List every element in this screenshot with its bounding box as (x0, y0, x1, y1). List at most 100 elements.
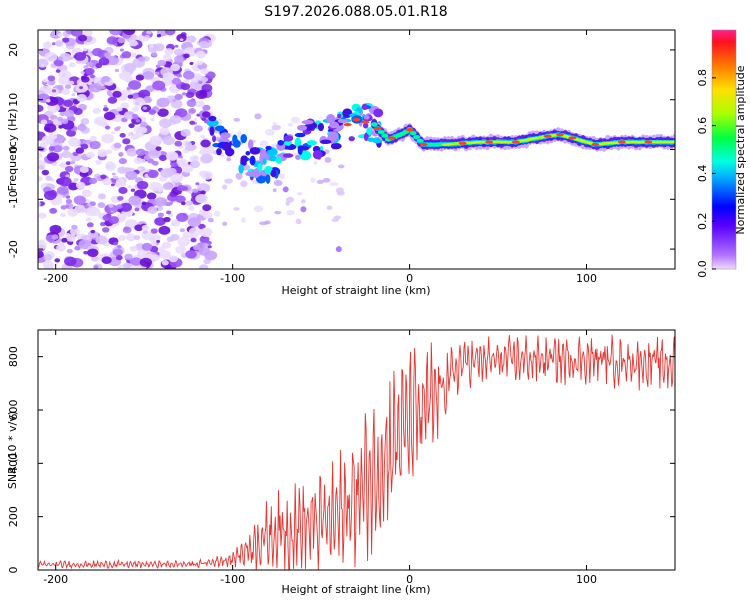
signal-blob (284, 140, 293, 146)
noise-blob (335, 246, 342, 253)
noise-blob (79, 86, 84, 90)
noise-blob (89, 74, 96, 79)
signal-blob (283, 135, 294, 142)
noise-blob (97, 193, 107, 200)
noise-blob (105, 125, 111, 130)
noise-blob (195, 90, 208, 100)
signal-blob (330, 142, 342, 150)
noise-blob (38, 165, 45, 170)
signal-blob (206, 119, 219, 127)
noise-blob (48, 146, 56, 151)
noise-blob (43, 254, 53, 261)
signal-blob (282, 153, 294, 158)
noise-blob (60, 205, 67, 210)
snr-series-line (38, 334, 675, 570)
ridge-core (370, 122, 378, 127)
noise-blob (180, 82, 191, 91)
ridge-core (413, 135, 421, 139)
snr-axes: -200 -100 0 100 0 200 400 600 800 (7, 330, 675, 586)
snr-ytick-label: 600 (7, 400, 20, 421)
ridge-core (416, 138, 424, 143)
noise-blob (114, 68, 120, 73)
noise-blob (45, 175, 53, 181)
noise-blob (87, 230, 99, 239)
noise-blob (174, 93, 183, 101)
noise-blob (199, 235, 210, 244)
noise-blob (148, 148, 162, 159)
noise-blob (56, 84, 64, 90)
noise-blob (141, 224, 150, 231)
signal-blob (295, 154, 301, 160)
noise-blob (83, 65, 89, 69)
noise-blob (131, 52, 138, 58)
noise-blob (196, 60, 203, 66)
noise-blob (136, 180, 149, 190)
noise-blob (181, 201, 186, 206)
noise-blob (126, 86, 132, 91)
noise-blob (176, 73, 183, 78)
signal-blob (268, 155, 278, 162)
noise-blob (176, 184, 186, 192)
noise-blob (38, 250, 44, 259)
signal-blob (373, 108, 384, 118)
signal-blob (363, 132, 369, 142)
signal-blob (277, 139, 284, 146)
noise-blob (272, 121, 277, 125)
spectrogram-xtick-label: 0 (406, 272, 413, 285)
noise-blob (174, 178, 180, 183)
noise-blob (67, 208, 78, 217)
noise-blob (101, 75, 111, 83)
noise-blob (200, 153, 214, 164)
noise-blob (68, 62, 76, 68)
signal-blob (270, 169, 277, 178)
ridge-core (381, 133, 389, 138)
noise-blob (63, 99, 74, 107)
signal-blob (249, 147, 261, 155)
noise-blob (235, 172, 243, 180)
noise-blob (38, 176, 43, 182)
chart-title: S197.2026.088.05.01.R18 (264, 4, 447, 20)
noise-blob (165, 151, 179, 161)
noise-blob (137, 167, 142, 171)
noise-blob (53, 58, 64, 67)
noise-blob (126, 148, 138, 157)
noise-blob (74, 245, 81, 251)
noise-blob (324, 156, 332, 163)
noise-blob (73, 108, 83, 116)
signal-blob (327, 131, 339, 141)
noise-blob (161, 260, 169, 266)
ridge-max (352, 118, 361, 122)
noise-blob (38, 240, 47, 251)
signal-blob (232, 139, 241, 148)
signal-blob (317, 122, 325, 132)
noise-blob (138, 56, 146, 62)
noise-blob (160, 168, 174, 178)
noise-blob (207, 245, 212, 249)
noise-blob (132, 133, 141, 140)
noise-blob (114, 126, 120, 132)
spectrogram-ytick-label: 0 (7, 146, 20, 153)
noise-blob (117, 37, 126, 44)
colorbar-tick-label: 0.8 (696, 69, 709, 87)
signal-blob (209, 126, 215, 136)
noise-blob (253, 205, 264, 213)
noise-blob (134, 224, 144, 232)
noise-blob (82, 47, 88, 52)
noise-blob (47, 75, 56, 82)
noise-blob (123, 30, 136, 36)
noise-blob (59, 162, 68, 169)
noise-blob (175, 195, 186, 204)
signal-blob (222, 141, 232, 152)
noise-blob (87, 49, 92, 53)
noise-blob (106, 161, 114, 168)
noise-blob (110, 183, 115, 187)
noise-blob (162, 72, 175, 82)
noise-blob (101, 256, 112, 265)
noise-blob (127, 185, 132, 189)
signal-blob (326, 114, 336, 124)
noise-blob (70, 30, 83, 37)
signal-blob (337, 113, 342, 119)
noise-blob (179, 228, 186, 233)
noise-blob (175, 222, 180, 226)
noise-blob (193, 125, 203, 133)
